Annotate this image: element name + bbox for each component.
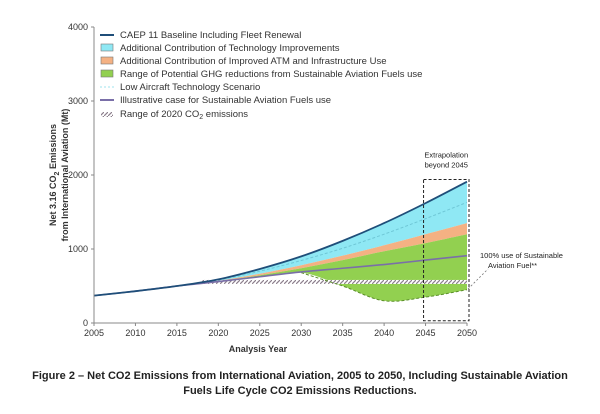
figure-caption: Figure 2 – Net CO2 Emissions from Intern… — [0, 369, 600, 399]
y-axis-title-line2: from International Aviation (Mt) — [60, 109, 70, 242]
x-tick-label: 2005 — [84, 328, 104, 338]
area-tech-improvements — [94, 181, 467, 296]
legend-label-range2020: Range of 2020 CO2 emissions — [120, 109, 248, 121]
y-tick-labels: 0 1000 2000 3000 4000 — [68, 22, 94, 328]
x-tick-label: 2010 — [125, 328, 145, 338]
legend-label-range2020-main: Range of 2020 CO — [120, 109, 199, 120]
emissions-chart: 2005 2010 2015 2020 2025 2030 2035 2040 2045 2050… — [48, 22, 563, 354]
y-tick-label: 2000 — [68, 170, 88, 180]
line-baseline — [93, 180, 468, 297]
legend: CAEP 11 Baseline Including Fleet Renewal… — [100, 30, 422, 121]
y-tick-label: 3000 — [68, 96, 88, 106]
line-saf-lower-bound — [301, 272, 468, 302]
x-tick-label: 2045 — [416, 328, 436, 338]
legend-label-range2020-end: emissions — [203, 109, 248, 120]
y-tick-label: 4000 — [68, 22, 88, 32]
legend-swatch-atm — [100, 56, 114, 65]
x-tick-labels: 2005 2010 2015 2020 2025 2030 2035 2040 2045 2050 — [84, 323, 477, 338]
annotation-line2: Aviation Fuel** — [488, 261, 537, 270]
range-2020-band — [201, 279, 467, 284]
legend-label-atm: Additional Contribution of Improved ATM … — [120, 56, 386, 67]
y-tick-label: 0 — [83, 318, 88, 328]
y-tick-label: 1000 — [68, 244, 88, 254]
legend-label-range2020-sub: 2 — [199, 114, 203, 121]
extrapolation-label-line2: beyond 2045 — [425, 160, 468, 169]
x-tick-label: 2020 — [208, 328, 228, 338]
y-axis-title-sub: 2 — [54, 171, 61, 175]
legend-swatch-tech — [100, 43, 114, 52]
legend-label-saf: Range of Potential GHG reductions from S… — [120, 69, 422, 80]
y-axis-title-part2: Emissions — [48, 124, 58, 172]
area-saf-range — [94, 234, 467, 302]
legend-swatch-range2020 — [101, 112, 113, 117]
y-axis-title-part1: Net 3.16 CO — [48, 175, 58, 226]
annotation-line1: 100% use of Sustainable — [480, 251, 563, 260]
annotation-leader-line — [467, 268, 489, 290]
legend-label-baseline: CAEP 11 Baseline Including Fleet Renewal — [120, 30, 301, 41]
x-tick-label: 2015 — [167, 328, 187, 338]
extrapolation-box — [423, 178, 470, 322]
area-layers — [94, 181, 467, 302]
x-axis-title: Analysis Year — [229, 344, 288, 354]
x-tick-label: 2040 — [374, 328, 394, 338]
line-layers — [93, 180, 468, 302]
x-tick-label: 2050 — [457, 328, 477, 338]
caption-line2: Fuels Life Cycle CO2 Emissions Reduction… — [183, 385, 417, 397]
legend-label-lowtech: Low Aircraft Technology Scenario — [120, 82, 260, 93]
x-tick-label: 2025 — [250, 328, 270, 338]
caption-line1: Figure 2 – Net CO2 Emissions from Intern… — [32, 370, 568, 382]
extrapolation-label-line1: Extrapolation — [424, 150, 468, 159]
legend-label-tech: Additional Contribution of Technology Im… — [120, 43, 340, 54]
legend-swatch-saf — [100, 69, 114, 78]
y-axis-title: Net 3.16 CO2 Emissions — [48, 124, 61, 226]
legend-label-illustrative: Illustrative case for Sustainable Aviati… — [120, 95, 331, 106]
x-tick-label: 2035 — [333, 328, 353, 338]
x-tick-label: 2030 — [291, 328, 311, 338]
